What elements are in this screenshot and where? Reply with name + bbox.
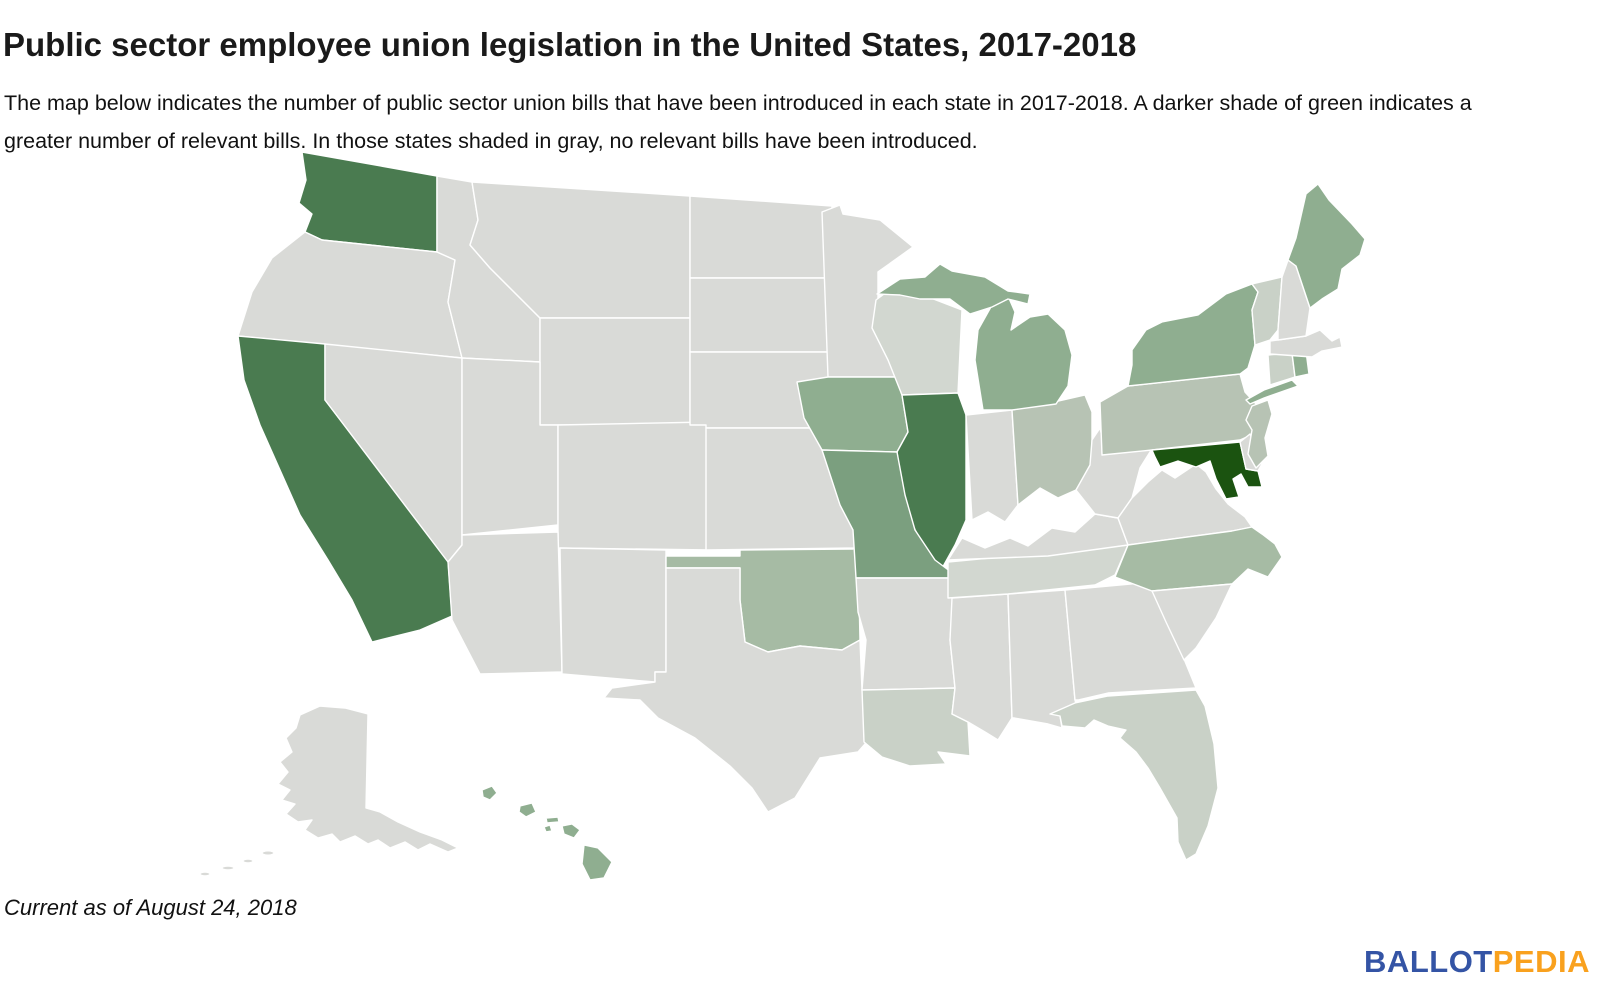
state-alaska-aleutians[interactable] [221,865,235,871]
state-hawaii-big-island[interactable] [581,844,613,881]
ballotpedia-logo-ballot: BALLOT [1364,944,1493,979]
state-hawaii-oahu[interactable] [518,802,537,818]
page-title: Public sector employee union legislation… [3,26,1137,64]
state-new-mexico[interactable] [559,547,667,683]
state-new-york[interactable] [1127,283,1259,387]
state-north-dakota[interactable] [689,195,833,279]
state-florida[interactable] [1049,689,1219,861]
state-new-york-long-island[interactable] [1245,379,1299,405]
state-alaska-aleutians[interactable] [199,871,211,877]
state-arkansas[interactable] [855,577,956,691]
currency-note: Current as of August 24, 2018 [4,895,297,920]
state-maine[interactable] [1287,183,1366,309]
ballotpedia-logo: BALLOTPEDIA [1364,944,1590,980]
state-alaska-aleutians[interactable] [261,850,275,856]
state-massachusetts[interactable] [1269,329,1343,358]
state-hawaii-molokai[interactable] [545,816,560,824]
state-hawaii-lanai[interactable] [543,824,553,833]
state-south-carolina[interactable] [1151,583,1233,661]
state-michigan-lower[interactable] [974,295,1073,411]
state-wyoming[interactable] [539,317,691,426]
state-michigan-upper[interactable] [876,263,1031,315]
state-hawaii-maui[interactable] [561,823,581,839]
map-description: The map below indicates the number of pu… [4,90,1472,153]
ballotpedia-logo-pedia: PEDIA [1492,944,1590,979]
state-south-dakota[interactable] [689,277,839,353]
state-colorado[interactable] [557,421,713,551]
state-north-carolina[interactable] [1114,526,1283,592]
state-hawaii-kauai[interactable] [481,785,498,801]
state-alaska[interactable] [277,705,459,853]
state-kentucky[interactable] [947,513,1129,561]
state-new-jersey[interactable] [1245,399,1273,469]
state-washington[interactable] [298,151,438,253]
state-arizona[interactable] [447,531,563,675]
state-alaska-aleutians[interactable] [242,858,254,864]
state-texas[interactable] [603,567,873,813]
state-mississippi[interactable] [949,593,1013,741]
state-indiana[interactable] [965,409,1019,523]
